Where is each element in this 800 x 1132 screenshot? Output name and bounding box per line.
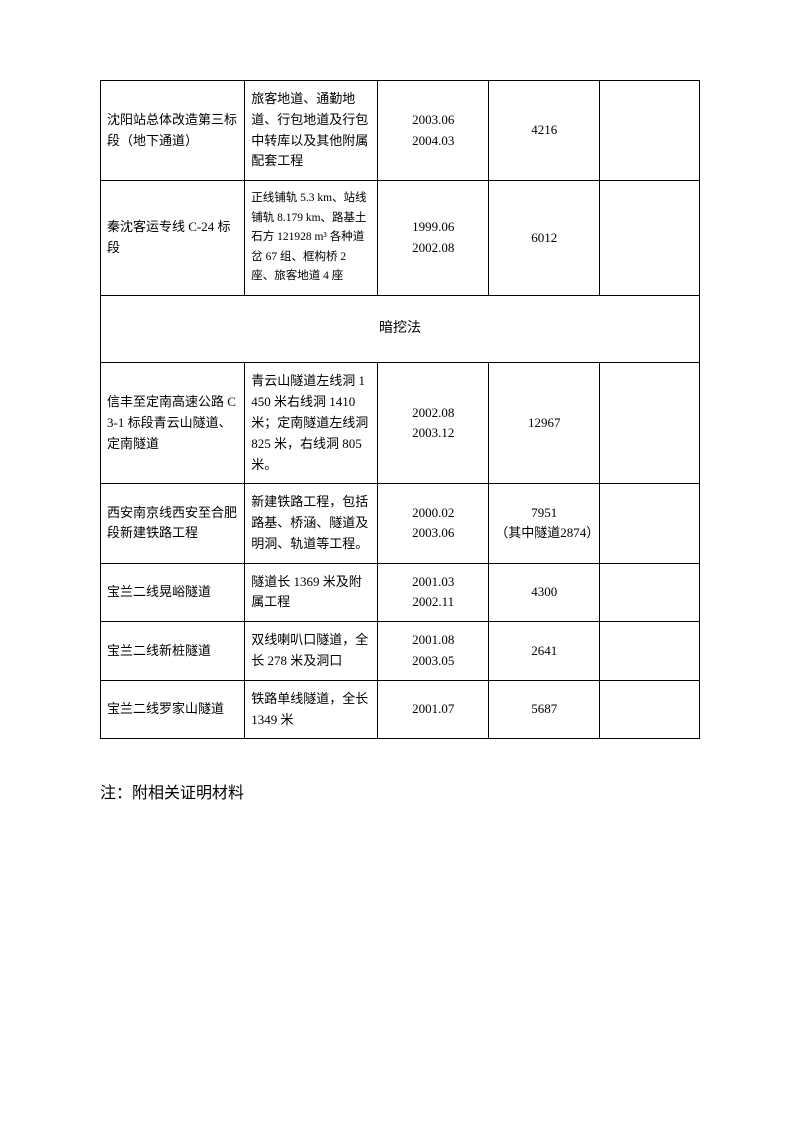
cell-project-dates: 2001.032002.11	[378, 563, 489, 622]
table-row: 秦沈客运专线 C-24 标段 正线铺轨 5.3 km、站线铺轨 8.179 km…	[101, 181, 700, 296]
cell-project-dates: 2001.07	[378, 680, 489, 739]
cell-project-value: 4216	[489, 81, 600, 181]
cell-project-value: 2641	[489, 622, 600, 681]
cell-project-extra	[600, 81, 700, 181]
cell-project-desc: 正线铺轨 5.3 km、站线铺轨 8.179 km、路基土石方 121928 m…	[245, 181, 378, 296]
cell-project-dates: 2002.082003.12	[378, 363, 489, 484]
cell-project-desc: 铁路单线隧道，全长 1349 米	[245, 680, 378, 739]
table-row: 沈阳站总体改造第三标段（地下通道） 旅客地道、通勤地道、行包地道及行包中转库以及…	[101, 81, 700, 181]
cell-project-name: 沈阳站总体改造第三标段（地下通道）	[101, 81, 245, 181]
cell-project-desc: 新建铁路工程，包括路基、桥涵、隧道及明洞、轨道等工程。	[245, 484, 378, 563]
cell-project-extra	[600, 484, 700, 563]
cell-project-dates: 2001.082003.05	[378, 622, 489, 681]
cell-project-name: 宝兰二线晃峪隧道	[101, 563, 245, 622]
document-page: 沈阳站总体改造第三标段（地下通道） 旅客地道、通勤地道、行包地道及行包中转库以及…	[0, 0, 800, 863]
cell-project-name: 信丰至定南高速公路 C3-1 标段青云山隧道、定南隧道	[101, 363, 245, 484]
table-body: 沈阳站总体改造第三标段（地下通道） 旅客地道、通勤地道、行包地道及行包中转库以及…	[101, 81, 700, 739]
table-row: 宝兰二线晃峪隧道 隧道长 1369 米及附属工程 2001.032002.11 …	[101, 563, 700, 622]
cell-project-desc: 旅客地道、通勤地道、行包地道及行包中转库以及其他附属配套工程	[245, 81, 378, 181]
cell-project-value: 5687	[489, 680, 600, 739]
cell-project-name: 秦沈客运专线 C-24 标段	[101, 181, 245, 296]
cell-project-value: 4300	[489, 563, 600, 622]
table-row: 宝兰二线罗家山隧道 铁路单线隧道，全长 1349 米 2001.07 5687	[101, 680, 700, 739]
table-row: 西安南京线西安至合肥段新建铁路工程 新建铁路工程，包括路基、桥涵、隧道及明洞、轨…	[101, 484, 700, 563]
table-row: 宝兰二线新桩隧道 双线喇叭口隧道，全长 278 米及洞口 2001.082003…	[101, 622, 700, 681]
cell-project-extra	[600, 563, 700, 622]
footnote-text: 注：附相关证明材料	[100, 779, 700, 803]
cell-project-value: 6012	[489, 181, 600, 296]
cell-project-dates: 1999.062002.08	[378, 181, 489, 296]
cell-project-name: 西安南京线西安至合肥段新建铁路工程	[101, 484, 245, 563]
cell-project-desc: 青云山隧道左线洞 1450 米右线洞 1410 米；定南隧道左线洞 825 米，…	[245, 363, 378, 484]
cell-project-name: 宝兰二线罗家山隧道	[101, 680, 245, 739]
projects-table: 沈阳站总体改造第三标段（地下通道） 旅客地道、通勤地道、行包地道及行包中转库以及…	[100, 80, 700, 739]
cell-project-dates: 2000.022003.06	[378, 484, 489, 563]
cell-project-desc: 隧道长 1369 米及附属工程	[245, 563, 378, 622]
section-header-cell: 暗挖法	[101, 295, 700, 362]
cell-project-dates: 2003.062004.03	[378, 81, 489, 181]
cell-project-extra	[600, 622, 700, 681]
cell-project-extra	[600, 680, 700, 739]
cell-project-extra	[600, 181, 700, 296]
cell-project-extra	[600, 363, 700, 484]
cell-project-desc: 双线喇叭口隧道，全长 278 米及洞口	[245, 622, 378, 681]
cell-project-value: 7951（其中隧道2874）	[489, 484, 600, 563]
cell-project-name: 宝兰二线新桩隧道	[101, 622, 245, 681]
table-row: 信丰至定南高速公路 C3-1 标段青云山隧道、定南隧道 青云山隧道左线洞 145…	[101, 363, 700, 484]
cell-project-value: 12967	[489, 363, 600, 484]
table-section-row: 暗挖法	[101, 295, 700, 362]
